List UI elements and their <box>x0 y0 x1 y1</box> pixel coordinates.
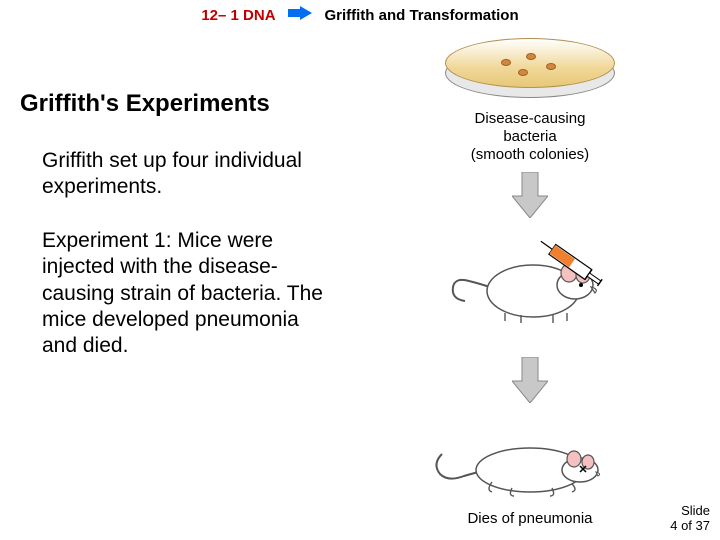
mouse-dead-icon <box>400 414 660 504</box>
colony-dot <box>518 69 528 76</box>
section-title: Griffith's Experiments <box>20 90 270 118</box>
dish-caption: Disease-causing bacteria (smooth colonie… <box>400 110 660 164</box>
caption-line: (smooth colonies) <box>471 146 589 163</box>
dead-mouse-caption: Dies of pneumonia <box>400 510 660 528</box>
mouse-injection-icon <box>430 229 630 349</box>
slide-header: 12– 1 DNA Griffith and Transformation <box>0 6 720 25</box>
slide-number-label: Slide <box>681 503 710 518</box>
colony-dot <box>501 59 511 66</box>
topic-label: Griffith and Transformation <box>324 7 518 24</box>
arrow-down-icon <box>512 357 548 408</box>
chapter-label: 12– 1 DNA <box>201 7 275 24</box>
colony-dot <box>526 53 536 60</box>
experiment-1-text: Experiment 1: Mice were injected with th… <box>42 228 332 359</box>
colony-dot <box>546 63 556 70</box>
caption-line: Disease-causing <box>475 110 586 127</box>
intro-text: Griffith set up four individual experime… <box>42 148 332 201</box>
arrow-down-icon <box>512 172 548 223</box>
experiment-diagram: Disease-causing bacteria (smooth colonie… <box>400 34 660 534</box>
petri-dish-icon <box>445 34 615 104</box>
slide-number: Slide 4 of 37 <box>670 503 710 534</box>
arrow-right-icon <box>288 6 312 25</box>
slide-number-value: 4 of 37 <box>670 518 710 533</box>
syringe-icon <box>530 229 620 304</box>
caption-line: bacteria <box>503 128 556 145</box>
